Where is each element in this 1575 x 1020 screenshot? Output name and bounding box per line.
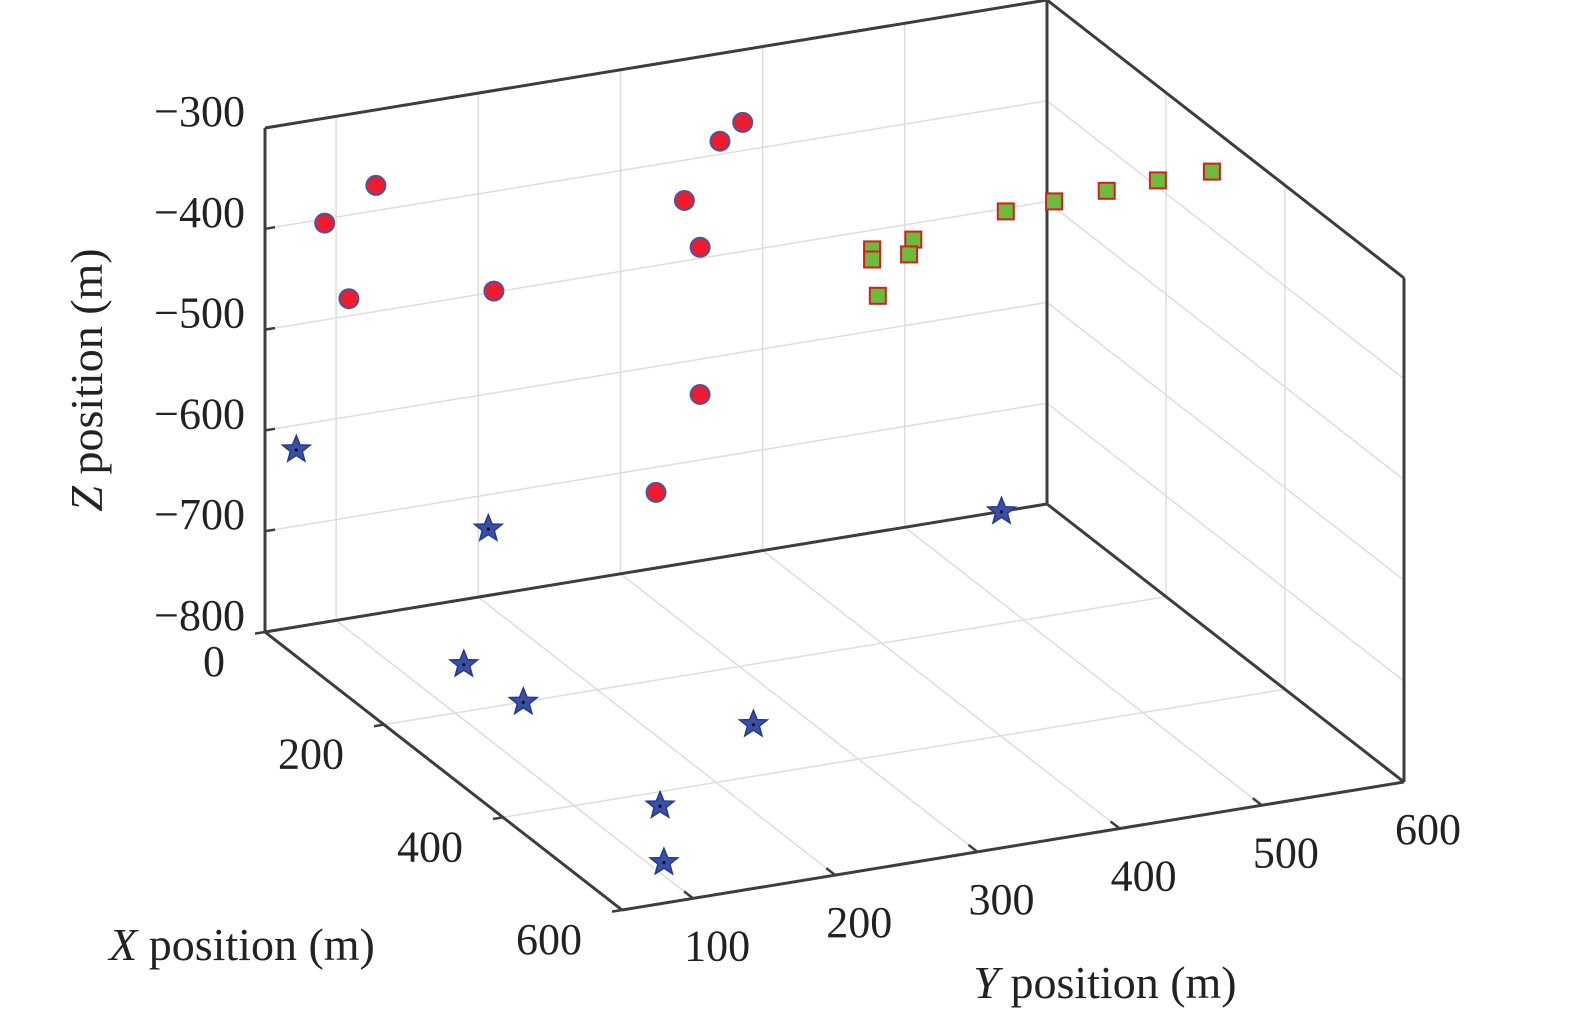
square-marker xyxy=(1202,162,1221,181)
grid-line-floor-y xyxy=(335,619,694,899)
grid-line-floor-y xyxy=(477,596,836,876)
y-tick-label: 300 xyxy=(968,875,1034,924)
square-marker xyxy=(1097,181,1116,200)
x-tick-label: 400 xyxy=(397,822,463,871)
y-tick xyxy=(683,890,694,900)
y-tick-label: 600 xyxy=(1395,805,1461,854)
circle-marker xyxy=(732,111,754,133)
z-tick-label: −600 xyxy=(154,389,245,438)
circle-marker xyxy=(314,212,336,234)
grid-line-back-z xyxy=(264,402,1048,532)
circle-marker xyxy=(483,280,505,302)
star-marker xyxy=(649,847,679,875)
z-tick-label: −400 xyxy=(154,188,245,237)
star-marker xyxy=(281,434,311,462)
star-marker xyxy=(645,790,675,818)
square-marker xyxy=(863,250,882,269)
z-tick xyxy=(264,225,276,231)
z-tick xyxy=(264,629,276,634)
y-tick-label: 200 xyxy=(826,898,892,947)
star-marker xyxy=(738,709,768,737)
square-marker xyxy=(996,202,1015,221)
circle-marker xyxy=(689,236,711,258)
box-edge-floor-back xyxy=(264,502,1048,634)
z-tick-label: −500 xyxy=(154,289,245,338)
grid-line-side-z xyxy=(1046,201,1405,481)
grid-lines xyxy=(264,0,1405,911)
x-tick-label: 600 xyxy=(516,915,582,964)
grid-line-floor-x xyxy=(383,595,1167,726)
y-tick xyxy=(967,843,979,853)
box-edge-top-side xyxy=(1046,0,1405,280)
circle-marker xyxy=(645,481,667,503)
square-marker xyxy=(904,230,923,249)
circle-marker xyxy=(673,190,695,211)
box-edge-top-back xyxy=(264,0,1048,130)
x-tick-label: 200 xyxy=(278,730,344,779)
y-tick xyxy=(1109,820,1121,830)
grid-line-floor-y xyxy=(904,526,1263,806)
circle-marker xyxy=(709,130,731,152)
y-axis-label: Y position (m) xyxy=(973,957,1236,1008)
z-tick-label: −800 xyxy=(154,591,245,640)
y-tick xyxy=(1394,774,1405,783)
grid-line-floor-y xyxy=(762,549,1121,830)
x-tick xyxy=(254,630,266,635)
y-tick xyxy=(825,867,837,877)
z-tick xyxy=(264,427,276,432)
z-tick xyxy=(264,528,276,533)
square-marker xyxy=(868,286,887,305)
circle-marker xyxy=(689,384,711,405)
x-axis-line xyxy=(264,630,623,912)
grid-line-floor-y xyxy=(619,573,978,853)
box-edge-floor-side xyxy=(1046,502,1405,784)
x-tick xyxy=(611,908,623,913)
grid-line-side-z xyxy=(1046,100,1405,380)
grid-line-floor-x xyxy=(502,688,1286,819)
star-marker xyxy=(449,649,479,677)
z-tick xyxy=(264,326,276,331)
z-axis-label: Z position (m) xyxy=(61,248,112,511)
grid-line-back-z xyxy=(264,200,1048,331)
grid-line-back-z xyxy=(264,301,1048,432)
grid-line-back-z xyxy=(264,100,1048,230)
z-tick-label: −700 xyxy=(154,490,245,539)
square-marker xyxy=(1148,171,1167,190)
square-marker xyxy=(900,245,919,264)
circle-marker xyxy=(365,174,387,196)
grid-line-side-z xyxy=(1046,301,1405,581)
x-axis-label: X position (m) xyxy=(107,919,375,970)
x-tick xyxy=(492,816,504,821)
y-tick xyxy=(1252,797,1263,807)
y-tick-label: 100 xyxy=(684,921,750,970)
x-tick xyxy=(373,723,385,728)
x-tick-label: 0 xyxy=(203,637,225,686)
z-tick xyxy=(264,125,276,130)
star-marker xyxy=(508,687,538,715)
star-marker xyxy=(986,496,1017,524)
y-axis-line xyxy=(621,780,1405,912)
y-tick-label: 400 xyxy=(1111,852,1177,901)
grid-line-side-z xyxy=(1046,402,1405,682)
y-tick-label: 500 xyxy=(1253,828,1319,877)
z-tick-label: −300 xyxy=(154,87,245,136)
square-marker xyxy=(1045,192,1064,211)
circle-marker xyxy=(338,288,360,310)
axes-box xyxy=(263,0,1406,912)
